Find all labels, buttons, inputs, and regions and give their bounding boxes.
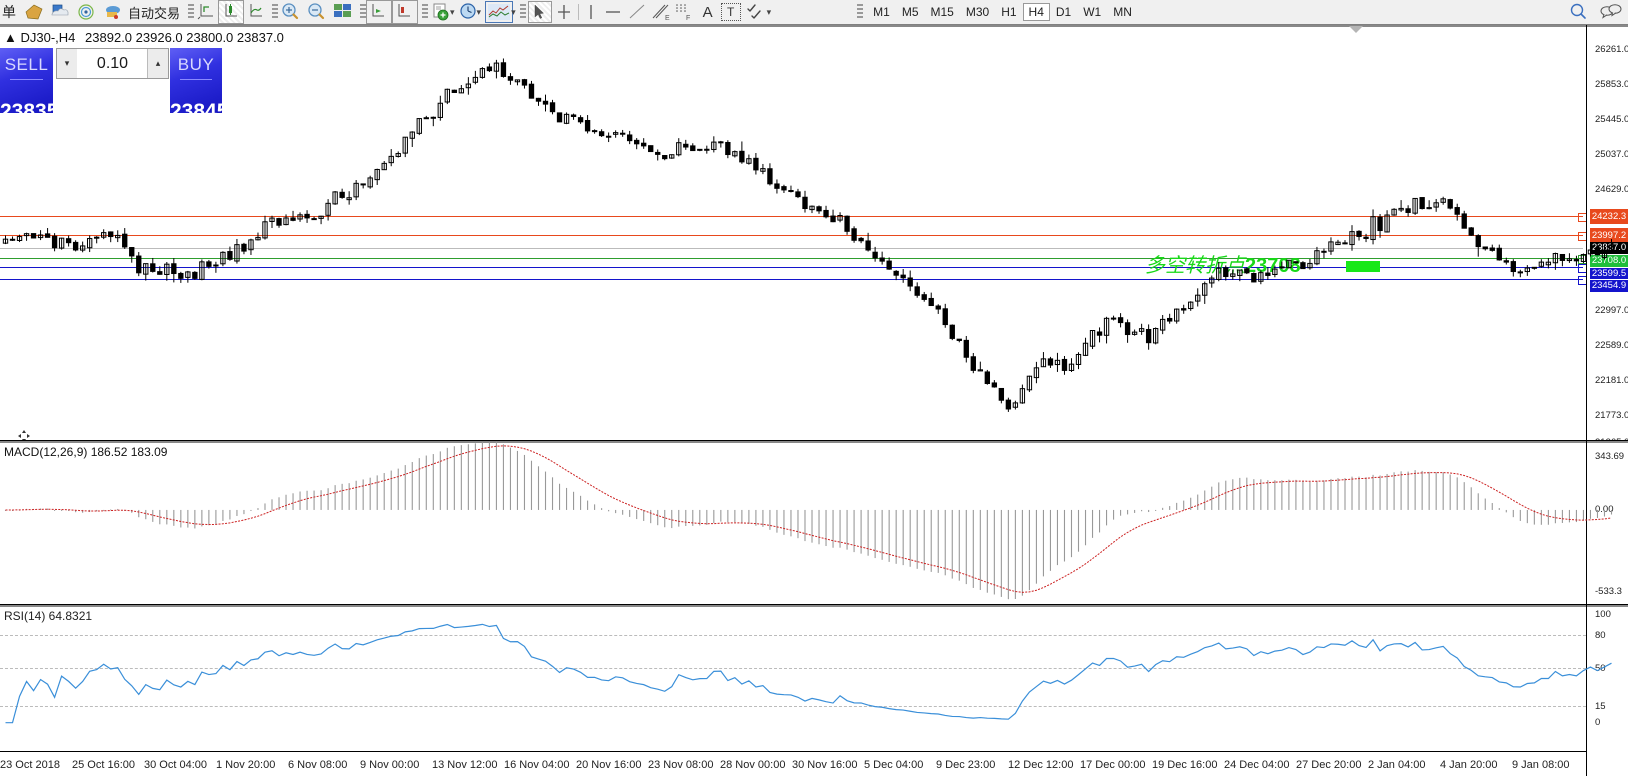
svg-text:F: F — [686, 15, 690, 21]
svg-text:E: E — [665, 15, 670, 21]
